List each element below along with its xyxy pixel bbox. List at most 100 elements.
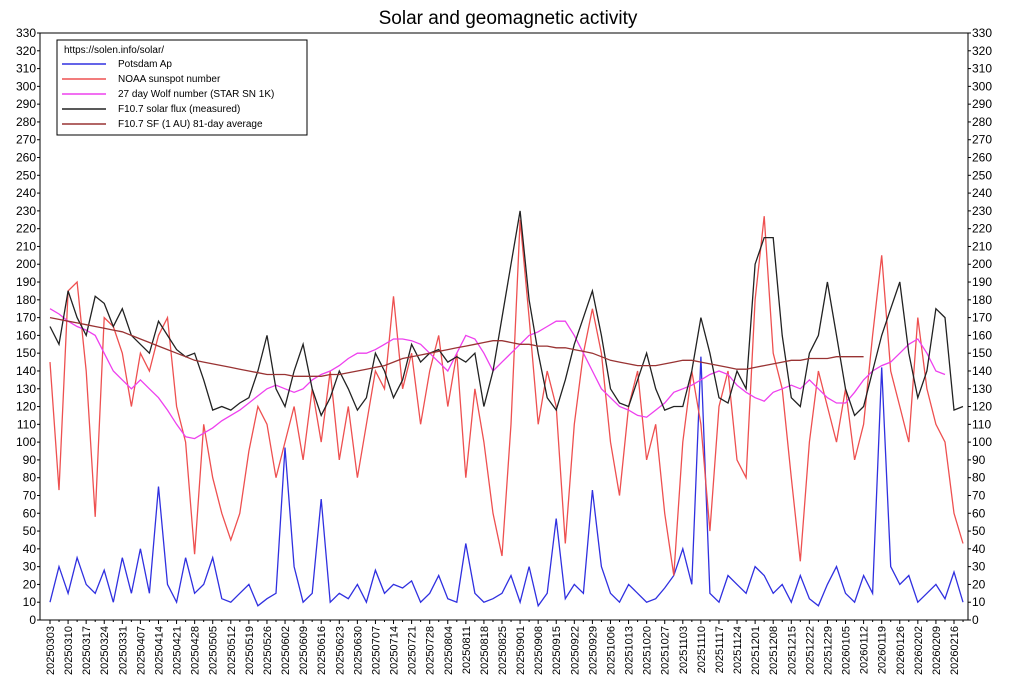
y-tick-label: 150 xyxy=(16,346,36,360)
y2-tick-label: 0 xyxy=(972,613,979,627)
x-tick-label: 20251201 xyxy=(750,626,762,675)
x-tick-label: 20250407 xyxy=(135,626,147,675)
x-tick-label: 20260105 xyxy=(841,626,853,675)
x-tick-label: 20250310 xyxy=(63,626,75,675)
y2-tick-label: 40 xyxy=(972,542,986,556)
y2-tick-label: 80 xyxy=(972,471,986,485)
y2-tick-label: 10 xyxy=(972,595,986,609)
x-tick-label: 20250804 xyxy=(443,626,455,675)
x-tick-label: 20250519 xyxy=(244,626,256,675)
x-tick-label: 20250630 xyxy=(352,626,364,675)
y-tick-label: 290 xyxy=(16,97,36,111)
y-tick-label: 40 xyxy=(23,542,37,556)
y2-tick-label: 320 xyxy=(972,44,992,58)
x-tick-label: 20260202 xyxy=(913,626,925,675)
y-tick-label: 100 xyxy=(16,435,36,449)
y2-tick-label: 30 xyxy=(972,560,986,574)
y-tick-label: 0 xyxy=(29,613,36,627)
x-tick-label: 20250324 xyxy=(99,626,111,675)
x-tick-label: 20260209 xyxy=(931,626,943,675)
x-tick-label: 20250421 xyxy=(172,626,184,675)
series-line xyxy=(49,210,964,418)
y2-tick-label: 90 xyxy=(972,453,986,467)
y2-tick-label: 260 xyxy=(972,151,992,165)
y-tick-label: 10 xyxy=(23,595,37,609)
x-tick-label: 20260112 xyxy=(859,626,871,674)
y-tick-label: 20 xyxy=(23,577,37,591)
series-line xyxy=(49,216,964,576)
y-tick-label: 60 xyxy=(23,506,37,520)
y2-tick-label: 330 xyxy=(972,26,992,40)
y-tick-label: 110 xyxy=(17,417,36,431)
x-tick-label: 20251124 xyxy=(732,626,744,674)
x-tick-label: 20250512 xyxy=(226,626,238,675)
x-tick-label: 20251208 xyxy=(768,626,780,675)
x-tick-label: 20260126 xyxy=(895,626,907,675)
x-tick-label: 20251117 xyxy=(714,626,726,673)
y-tick-label: 190 xyxy=(16,275,36,289)
y-tick-label: 30 xyxy=(23,560,37,574)
y2-tick-label: 210 xyxy=(972,239,992,253)
x-tick-label: 20250714 xyxy=(389,626,401,675)
x-tick-label: 20250303 xyxy=(45,626,57,675)
legend: https://solen.info/solar/Potsdam Ap NOAA … xyxy=(56,39,308,136)
x-tick-label: 20250922 xyxy=(569,626,581,675)
y2-tick-label: 70 xyxy=(972,488,986,502)
x-tick-label: 20251006 xyxy=(605,626,617,675)
x-tick-label: 20251013 xyxy=(624,626,636,675)
y2-tick-label: 240 xyxy=(972,186,992,200)
y-tick-label: 120 xyxy=(16,400,36,414)
y-tick-label: 240 xyxy=(16,186,36,200)
y2-tick-label: 140 xyxy=(972,364,992,378)
y2-tick-label: 110 xyxy=(972,417,991,431)
y-tick-label: 80 xyxy=(23,471,37,485)
x-tick-label: 20250317 xyxy=(81,626,93,675)
y2-tick-label: 20 xyxy=(972,577,986,591)
x-tick-label: 20260216 xyxy=(949,626,961,675)
x-tick-label: 20250901 xyxy=(515,626,527,675)
x-tick-label: 20250505 xyxy=(208,626,220,675)
y2-tick-label: 220 xyxy=(972,222,992,236)
y-tick-label: 50 xyxy=(23,524,37,538)
series-line xyxy=(49,308,946,440)
x-tick-label: 20250428 xyxy=(190,626,202,675)
x-tick-label: 20250915 xyxy=(551,626,563,675)
y2-tick-label: 50 xyxy=(972,524,986,538)
y2-tick-label: 310 xyxy=(972,62,992,76)
y2-tick-label: 170 xyxy=(972,311,992,325)
y-tick-label: 210 xyxy=(16,239,36,253)
legend-label: NOAA sunspot number xyxy=(118,74,221,85)
y-tick-label: 250 xyxy=(16,168,36,182)
y-tick-label: 200 xyxy=(16,257,36,271)
y2-tick-label: 150 xyxy=(972,346,992,360)
y-tick-label: 280 xyxy=(16,115,36,129)
y-tick-label: 140 xyxy=(16,364,36,378)
y-tick-label: 180 xyxy=(16,293,36,307)
x-tick-label: 20250728 xyxy=(425,626,437,675)
y2-tick-label: 180 xyxy=(972,293,992,307)
x-tick-label: 20251215 xyxy=(786,626,798,675)
legend-label: F10.7 solar flux (measured) xyxy=(118,104,240,115)
x-tick-label: 20250818 xyxy=(479,626,491,675)
y2-tick-label: 100 xyxy=(972,435,992,449)
legend-label: F10.7 SF (1 AU) 81-day average xyxy=(118,119,263,130)
x-tick-label: 20250707 xyxy=(370,626,382,675)
y-tick-label: 70 xyxy=(23,488,37,502)
y-tick-label: 220 xyxy=(16,222,36,236)
y-tick-label: 330 xyxy=(16,26,36,40)
y-tick-label: 310 xyxy=(16,62,36,76)
y2-tick-label: 190 xyxy=(972,275,992,289)
y2-tick-label: 290 xyxy=(972,97,992,111)
x-tick-label: 20250623 xyxy=(334,626,346,675)
x-tick-label: 20250602 xyxy=(280,626,292,675)
y-tick-label: 170 xyxy=(16,311,36,325)
legend-title: https://solen.info/solar/ xyxy=(64,45,164,56)
x-tick-label: 20250811 xyxy=(461,626,473,674)
legend-label: 27 day Wolf number (STAR SN 1K) xyxy=(118,89,274,100)
x-tick-label: 20251027 xyxy=(660,626,672,675)
plot-frame xyxy=(39,32,969,621)
chart-title: Solar and geomagnetic activity xyxy=(379,8,638,29)
x-tick-label: 20251020 xyxy=(642,626,654,675)
x-tick-label: 20250414 xyxy=(153,626,165,675)
x-tick-label: 20250908 xyxy=(533,626,545,675)
